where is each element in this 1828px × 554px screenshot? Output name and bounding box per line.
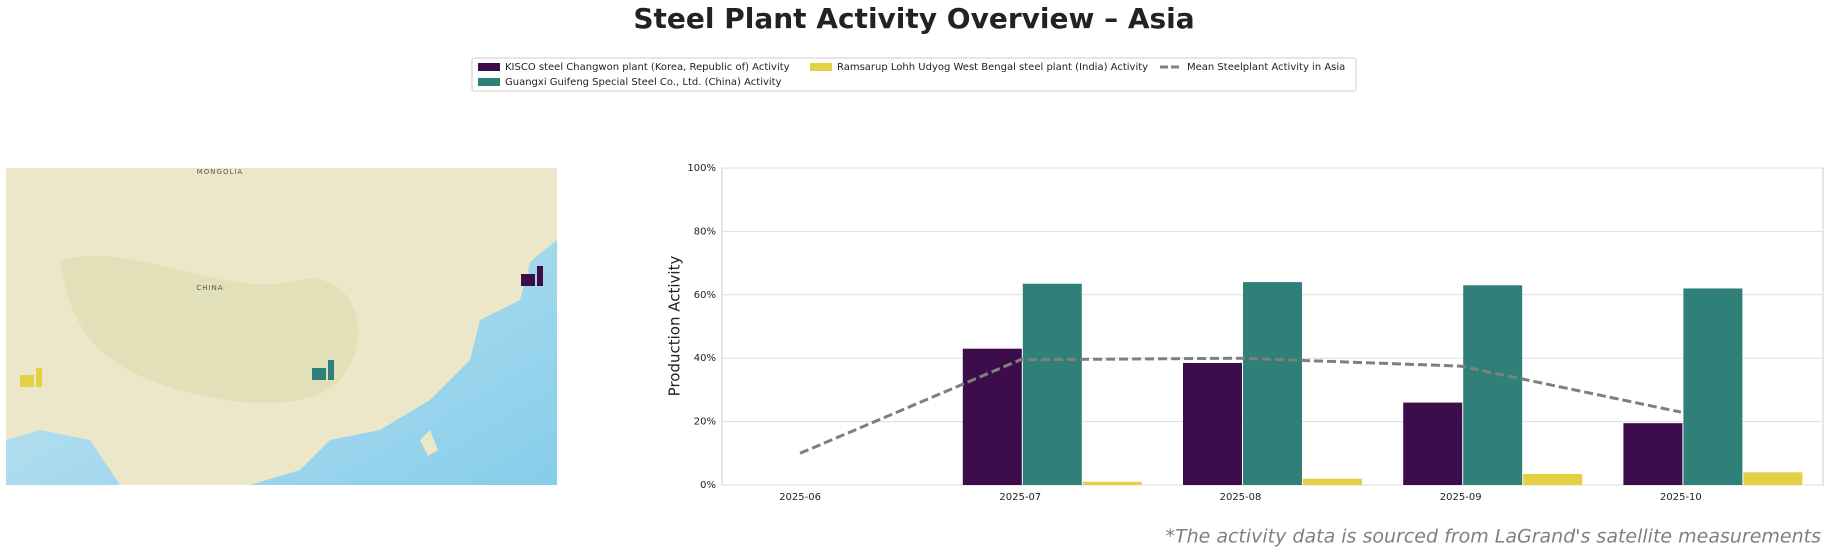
x-tick-label: 2025-07: [999, 492, 1041, 503]
bar: [1623, 423, 1683, 485]
map-label: CHINA: [196, 284, 223, 292]
legend-label: Mean Steelplant Activity in Asia: [1187, 62, 1345, 73]
x-tick-label: 2025-09: [1440, 492, 1482, 503]
bar: [1022, 283, 1082, 485]
bar: [1243, 282, 1302, 485]
bar: [1082, 481, 1142, 485]
y-tick-label: 60%: [694, 290, 716, 301]
legend-swatch: [478, 63, 500, 71]
x-tick-label: 2025-10: [1660, 492, 1702, 503]
bar: [1303, 478, 1362, 485]
map: MONGOLIA CHINA: [6, 168, 557, 485]
legend-swatch: [478, 78, 500, 86]
legend: [471, 57, 1357, 92]
mean-line: [799, 356, 1682, 455]
bar: [962, 348, 1022, 485]
x-tick-label: 2025-06: [779, 492, 821, 503]
map-label: MONGOLIA: [197, 168, 243, 176]
x-tick-label: 2025-08: [1220, 492, 1262, 503]
y-tick-label: 100%: [687, 163, 716, 174]
footnote: *The activity data is sourced from LaGra…: [1165, 526, 1821, 548]
y-tick-label: 20%: [694, 417, 716, 428]
bar: [1463, 285, 1523, 485]
legend-swatch: [810, 63, 832, 71]
bar: [1183, 362, 1242, 485]
y-tick-label: 80%: [694, 226, 716, 237]
bar: [1743, 472, 1803, 485]
chart-title: Steel Plant Activity Overview – Asia: [633, 2, 1194, 35]
y-axis-title: Production Activity: [666, 256, 684, 397]
legend-label: Guangxi Guifeng Special Steel Co., Ltd. …: [505, 77, 782, 88]
y-tick-label: 0%: [700, 480, 716, 491]
legend-label: KISCO steel Changwon plant (Korea, Repub…: [505, 62, 790, 73]
bar: [1523, 473, 1583, 485]
bar: [1403, 402, 1463, 485]
y-tick-label: 40%: [694, 353, 716, 364]
bar: [1683, 288, 1743, 485]
legend-label: Ramsarup Lohh Udyog West Bengal steel pl…: [837, 62, 1148, 73]
